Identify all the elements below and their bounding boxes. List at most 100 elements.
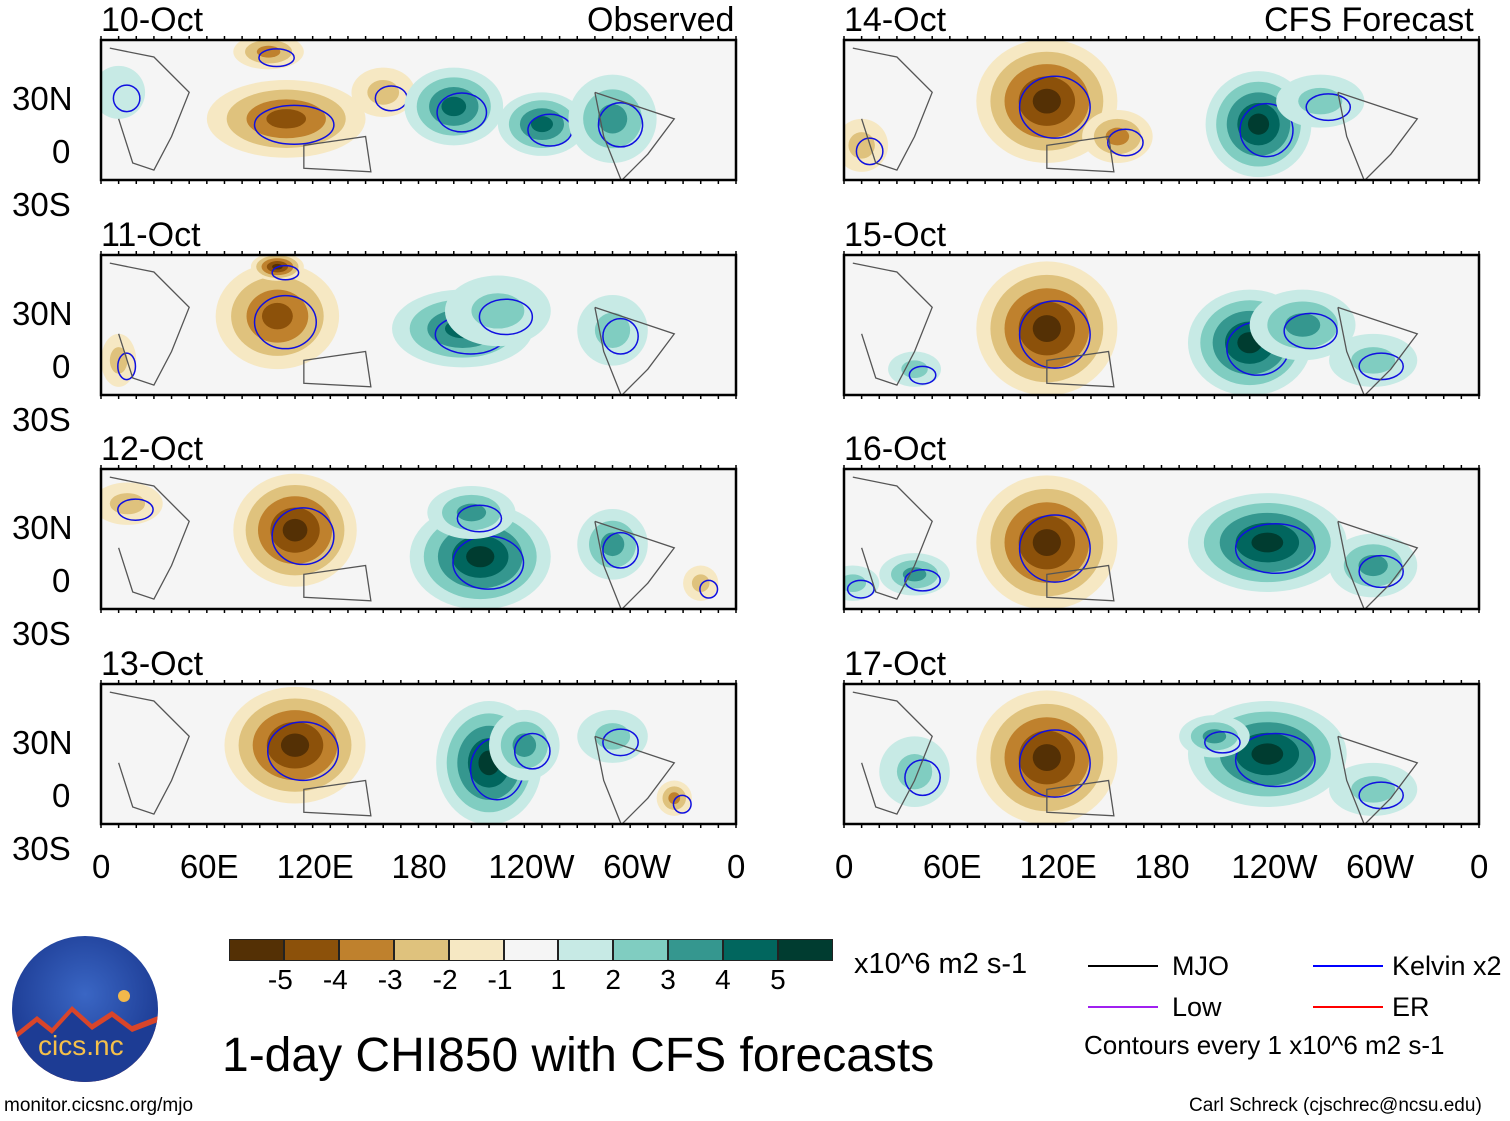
- legend-line-kelvin: [1313, 965, 1383, 967]
- kelvin-contour: [456, 504, 503, 533]
- kelvin-contour: [436, 92, 488, 133]
- lon-tick-label: 0: [835, 848, 854, 885]
- kelvin-contour: [1018, 75, 1091, 139]
- anomaly-contour: [466, 546, 495, 568]
- anomaly-contour: [1298, 87, 1343, 115]
- colorbar-units: x10^6 m2 s-1: [854, 948, 1028, 980]
- kelvin-contour: [846, 579, 875, 599]
- kelvin-contour: [112, 84, 141, 113]
- coastline: [109, 47, 676, 180]
- legend-line-low: [1088, 1006, 1158, 1008]
- anomaly-contour: [1032, 744, 1061, 771]
- kelvin-contour: [271, 264, 300, 281]
- colorbar-swatch: [393, 939, 449, 961]
- contour-note: Contours every 1 x10^6 m2 s-1: [1084, 1030, 1445, 1060]
- coastline: [109, 476, 676, 609]
- anomaly-contour: [1105, 127, 1130, 146]
- panel-date: 15-Oct: [844, 216, 947, 254]
- legend-label-kelvin: Kelvin x2: [1392, 951, 1502, 981]
- observed-label: Observed: [587, 1, 735, 39]
- lat-tick-label: 30S: [12, 615, 71, 652]
- colorbar-label: -5: [267, 964, 293, 995]
- colorbar-label: 1: [550, 964, 567, 995]
- colorbar-swatch: [613, 939, 669, 961]
- colorbar-label: -1: [487, 964, 513, 995]
- source-url[interactable]: monitor.cicsnc.org/mjo: [4, 1095, 194, 1116]
- coastline: [852, 691, 1419, 824]
- anomaly-contour: [101, 65, 146, 119]
- kelvin-contour: [699, 579, 719, 599]
- panel-date: 17-Oct: [844, 645, 947, 683]
- lon-tick-label: 0: [727, 848, 746, 885]
- logo-text: cics.nc: [38, 1030, 124, 1061]
- colorbar-label: 2: [605, 964, 621, 995]
- colorbar-swatch: [778, 939, 833, 961]
- forecast-label: CFS Forecast: [1264, 1, 1474, 39]
- colorbar-label: 4: [715, 964, 731, 995]
- anomaly-contour: [441, 96, 467, 117]
- anomaly-contour: [1351, 347, 1396, 374]
- panel-date: 11-Oct: [101, 216, 201, 254]
- colorbar-swatch: [668, 939, 724, 961]
- kelvin-contour: [602, 531, 639, 569]
- lat-tick-label: 30S: [12, 830, 71, 867]
- legend-label-low: Low: [1172, 992, 1222, 1022]
- kelvin-contour: [258, 48, 295, 68]
- kelvin-contour: [478, 298, 534, 336]
- coastline: [109, 262, 676, 395]
- anomaly-contour: [282, 518, 308, 542]
- kelvin-contour: [253, 294, 318, 350]
- lon-tick-label: 60E: [922, 848, 982, 885]
- anomaly-contour: [367, 79, 400, 105]
- lon-tick-label: 0: [1470, 848, 1489, 885]
- anomaly-contour: [1251, 532, 1284, 553]
- kelvin-contour: [1234, 732, 1316, 788]
- legend-label-mjo: MJO: [1172, 951, 1229, 981]
- lat-tick-label: 0: [52, 777, 71, 814]
- lat-tick-label: 30S: [12, 186, 71, 223]
- colorbar-label: -4: [322, 964, 348, 995]
- colorbar-swatch: [338, 939, 394, 961]
- legend-line-er: [1313, 1006, 1383, 1008]
- map-panel-12-Oct: [99, 465, 738, 613]
- lon-tick-label: 120W: [1231, 848, 1318, 885]
- anomaly-contour: [1202, 729, 1227, 744]
- kelvin-contour: [267, 721, 340, 782]
- coastline: [852, 47, 1419, 180]
- kelvin-contour: [1358, 554, 1404, 589]
- anomaly-contour: [471, 293, 525, 329]
- anomaly-contour: [594, 723, 631, 750]
- legend-line-mjo: [1088, 965, 1158, 967]
- anomaly-contour: [456, 503, 487, 522]
- anomaly-contour: [844, 574, 867, 592]
- kelvin-contour: [1234, 523, 1316, 575]
- anomaly-contour: [1032, 529, 1061, 556]
- lat-tick-label: 0: [52, 348, 71, 385]
- kelvin-contour: [908, 365, 937, 385]
- kelvin-contour: [253, 104, 335, 146]
- colorbar-swatch: [229, 939, 284, 961]
- anomaly-contour: [668, 792, 681, 805]
- kelvin-contour: [855, 137, 884, 166]
- kelvin-contour: [602, 317, 639, 355]
- lon-tick-label: 120E: [1019, 848, 1097, 885]
- coastline: [852, 262, 1419, 395]
- anomaly-contour: [1032, 315, 1061, 342]
- map-panel-17-Oct: [842, 680, 1481, 828]
- lat-tick-label: 30N: [12, 80, 73, 117]
- lat-tick-label: 0: [52, 133, 71, 170]
- kelvin-contour: [597, 102, 644, 148]
- colorbar-swatch: [283, 939, 339, 961]
- colorbar-swatch: [448, 939, 504, 961]
- anomaly-contour: [261, 302, 293, 330]
- anomaly-contour: [1358, 554, 1388, 577]
- panel-date: 14-Oct: [844, 1, 947, 39]
- anomaly-contour: [896, 754, 933, 790]
- colorbar-swatch: [503, 939, 559, 961]
- lat-tick-label: 30N: [12, 295, 73, 332]
- panel-date: 12-Oct: [101, 430, 204, 468]
- anomaly-contour: [597, 104, 628, 134]
- lon-tick-label: 180: [1134, 848, 1190, 885]
- kelvin-contour: [513, 732, 551, 770]
